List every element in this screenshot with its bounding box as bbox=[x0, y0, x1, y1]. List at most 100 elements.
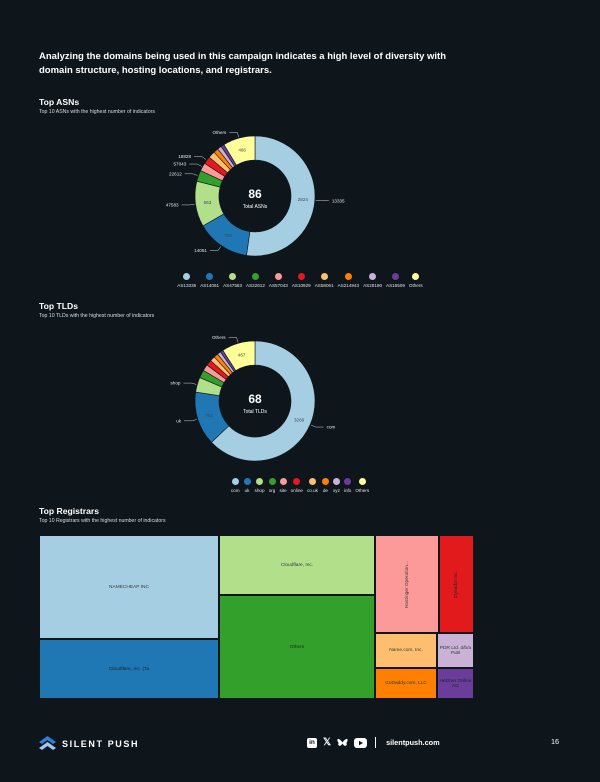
tld-value-label: 3269 bbox=[294, 417, 305, 422]
x-icon[interactable]: 𝕏 bbox=[323, 737, 332, 748]
registrars-title: Top Registrars bbox=[39, 506, 100, 516]
asn-legend-item[interactable]: AS58061 bbox=[315, 273, 334, 288]
registrar-label: Cloudflare, Inc. (Ta bbox=[108, 666, 150, 672]
footer: SILENT PUSH in 𝕏 silentpush.com 16 bbox=[0, 728, 600, 758]
legend-label: AS47583 bbox=[223, 283, 242, 288]
tld-slice-com[interactable] bbox=[211, 340, 316, 462]
registrar-cell-hetzner-online-ag[interactable]: Hetzner Online AG bbox=[437, 668, 474, 699]
asn-legend-item[interactable]: Others bbox=[409, 273, 423, 288]
legend-label: xyz bbox=[332, 488, 340, 493]
asn-value-label: 663 bbox=[204, 200, 212, 205]
asn-legend: AS13335 AS14061 AS47583 AS22612 AS57043 AS109… bbox=[0, 273, 600, 288]
registrar-label: PDR Ltd. d/b/a Publ bbox=[439, 645, 472, 656]
asn-legend-item[interactable]: AS22612 bbox=[246, 273, 265, 288]
tld-outer-label: uk bbox=[176, 418, 182, 423]
legend-swatch bbox=[268, 478, 276, 485]
registrar-cell-pdr-ltd-d-b-a-publ[interactable]: PDR Ltd. d/b/a Publ bbox=[437, 633, 474, 668]
registrar-cell-cloudflare-inc[interactable]: Cloudflare, Inc. bbox=[219, 535, 375, 595]
legend-swatch bbox=[231, 478, 239, 485]
registrar-cell-others[interactable]: Others bbox=[219, 595, 375, 699]
registrar-cell-godaddy-com-llc[interactable]: GoDaddy.com, LLC bbox=[375, 668, 437, 699]
asn-legend-item[interactable]: AS214943 bbox=[338, 273, 359, 288]
tld-slice-others[interactable] bbox=[222, 340, 256, 372]
linkedin-icon[interactable]: in bbox=[307, 737, 317, 748]
tld-legend-item[interactable]: de bbox=[321, 478, 329, 493]
legend-label: AS28190 bbox=[363, 283, 382, 288]
legend-swatch bbox=[321, 478, 329, 485]
legend-label: co.uk bbox=[306, 488, 318, 493]
asn-value-label: 780 bbox=[224, 233, 232, 238]
tld-leader-line bbox=[228, 337, 239, 343]
registrar-cell-hostinger-operation[interactable]: Hostinger Operation... bbox=[375, 535, 439, 633]
tld-value-label: 751 bbox=[205, 413, 213, 418]
asn-subtitle: Top 10 ASNs with the highest number of i… bbox=[39, 109, 155, 115]
asn-center-value: 86 bbox=[248, 187, 262, 201]
registrar-label: Hetzner Online AG bbox=[439, 678, 472, 689]
registrar-label: Cloudflare, Inc. bbox=[280, 562, 314, 568]
legend-swatch bbox=[251, 273, 259, 280]
page-number: 16 bbox=[551, 737, 560, 746]
social-links: in 𝕏 silentpush.com bbox=[307, 737, 440, 748]
registrar-cell-cloudflare-inc-ta[interactable]: Cloudflare, Inc. (Ta bbox=[39, 639, 219, 699]
legend-swatch bbox=[297, 273, 305, 280]
tld-center-label: Total TLDs bbox=[243, 409, 267, 415]
tld-legend-item[interactable]: com bbox=[231, 478, 240, 493]
youtube-icon[interactable] bbox=[354, 737, 368, 748]
asn-legend-item[interactable]: AS14061 bbox=[200, 273, 219, 288]
legend-label: site bbox=[279, 488, 287, 493]
registrar-label: Dynadot Inc. bbox=[454, 570, 459, 598]
legend-label: AS57043 bbox=[268, 283, 288, 288]
asn-outer-label: 47583 bbox=[166, 203, 179, 208]
tld-legend-item[interactable]: co.uk bbox=[307, 478, 318, 493]
tld-legend-item[interactable]: shop bbox=[255, 478, 265, 493]
legend-swatch bbox=[412, 273, 420, 280]
legend-swatch bbox=[308, 478, 316, 485]
legend-swatch bbox=[332, 478, 340, 485]
asn-outer-label: Others bbox=[213, 130, 227, 135]
registrar-cell-dynadot-inc[interactable]: Dynadot Inc. bbox=[439, 535, 474, 633]
tld-legend-item[interactable]: uk bbox=[243, 478, 251, 493]
legend-swatch bbox=[293, 478, 301, 485]
silent-push-logo[interactable]: SILENT PUSH bbox=[39, 736, 139, 751]
tld-center-value: 68 bbox=[248, 392, 262, 406]
asn-leader-line bbox=[181, 204, 195, 206]
registrar-label: GoDaddy.com, LLC bbox=[385, 681, 427, 686]
legend-swatch bbox=[256, 478, 264, 485]
website-link[interactable]: silentpush.com bbox=[386, 738, 440, 747]
registrar-cell-name-com-inc[interactable]: Name.com, Inc. bbox=[375, 633, 437, 668]
registrars-subtitle: Top 10 Registrars with the highest numbe… bbox=[39, 518, 166, 524]
asn-legend-item[interactable]: AS16509 bbox=[386, 273, 405, 288]
intro-paragraph: Analyzing the domains being used in this… bbox=[39, 51, 446, 76]
tld-legend-item[interactable]: info bbox=[344, 478, 351, 493]
tld-legend-item[interactable]: online bbox=[291, 478, 303, 493]
tld-leader-line bbox=[183, 382, 197, 385]
tld-legend-item[interactable]: org bbox=[268, 478, 276, 493]
legend-swatch bbox=[243, 478, 251, 485]
bluesky-icon[interactable] bbox=[337, 738, 348, 748]
asn-leader-line bbox=[184, 173, 198, 176]
legend-swatch bbox=[391, 273, 399, 280]
asn-legend-item[interactable]: AS47583 bbox=[223, 273, 242, 288]
tld-title: Top TLDs bbox=[39, 301, 78, 311]
asn-slice-others[interactable] bbox=[223, 135, 256, 166]
asn-legend-item[interactable]: AS10929 bbox=[292, 273, 311, 288]
asn-legend-item[interactable]: AS57043 bbox=[269, 273, 288, 288]
asn-legend-item[interactable]: AS13335 bbox=[177, 273, 196, 288]
asn-center-label: Total ASNs bbox=[243, 204, 268, 210]
tld-subtitle: Top 10 TLDs with the highest number of i… bbox=[39, 313, 155, 319]
legend-label: de bbox=[322, 488, 328, 493]
legend-label: Others bbox=[355, 488, 370, 493]
legend-swatch bbox=[320, 273, 328, 280]
tld-outer-label: shop bbox=[171, 381, 181, 386]
tld-legend-item[interactable]: xyz bbox=[332, 478, 340, 493]
legend-label: AS22612 bbox=[246, 283, 265, 288]
asn-leader-line bbox=[229, 132, 239, 138]
registrar-cell-namecheap-inc[interactable]: NAMECHEAP INC bbox=[39, 535, 219, 639]
asn-legend-item[interactable]: AS28190 bbox=[363, 273, 382, 288]
tld-legend-item[interactable]: Others bbox=[355, 478, 369, 493]
asn-leader-line bbox=[194, 156, 207, 160]
legend-label: AS14061 bbox=[200, 283, 220, 288]
asn-slice-as13335[interactable] bbox=[246, 135, 316, 257]
tld-legend-item[interactable]: site bbox=[280, 478, 287, 493]
asn-outer-label: 13335 bbox=[332, 198, 345, 203]
